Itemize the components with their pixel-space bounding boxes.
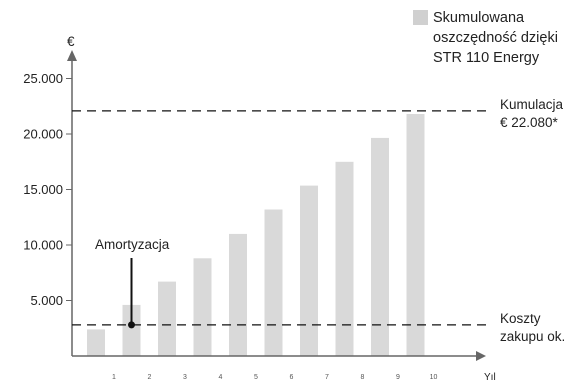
reference-label-cumulative: Kumulacja € 22.080* <box>500 97 566 130</box>
legend-label-line-2: oszczędność dzięki <box>433 30 558 46</box>
x-tick-label-9: 9 <box>396 374 400 380</box>
y-axis-label: € <box>67 34 75 49</box>
reference-label-cumulative-line-1: Kumulacja <box>500 97 564 112</box>
bar-10 <box>406 114 425 356</box>
x-axis-label: Yıl <box>484 372 496 380</box>
payback-annotation-label: Amortyzacja <box>95 237 170 252</box>
legend-label-line-3: STR 110 Energy <box>433 50 540 66</box>
legend-swatch <box>413 10 428 25</box>
bar-3 <box>158 281 176 356</box>
payback-annotation-dot <box>128 321 135 329</box>
y-axis-arrow <box>67 50 77 61</box>
bars <box>87 114 425 357</box>
y-tick-label: 5.000 <box>30 293 63 308</box>
reference-label-purchase-cost-line-1: Koszty <box>500 311 541 326</box>
x-tick-label-7: 7 <box>325 374 329 380</box>
x-tick-label-6: 6 <box>290 374 294 380</box>
bar-7 <box>300 185 318 356</box>
x-tick-label-4: 4 <box>219 374 223 380</box>
x-tick-label-5: 5 <box>254 374 258 380</box>
x-axis-arrow <box>476 351 486 361</box>
legend-label: Skumulowana oszczędność dzięki STR 110 E… <box>433 10 562 66</box>
bar-2 <box>122 304 141 356</box>
reference-label-purchase-cost-line-2: zakupu ok. <box>500 329 565 344</box>
bar-8 <box>335 161 354 357</box>
legend-label-line-1: Skumulowana <box>433 10 525 26</box>
y-tick-labels: 5.000 10.000 15.000 20.000 25.000 <box>23 71 72 308</box>
y-tick-label: 25.000 <box>23 71 63 86</box>
x-tick-label-8: 8 <box>361 374 365 380</box>
y-tick-label: 20.000 <box>23 127 63 142</box>
reference-label-purchase-cost: Koszty zakupu ok. <box>500 311 565 344</box>
bar-5 <box>229 233 247 356</box>
x-tick-label-10: 10 <box>430 374 438 380</box>
y-tick-label: 15.000 <box>23 182 63 197</box>
bar-1 <box>87 329 105 356</box>
x-tick-labels: 1 2 3 4 5 6 7 8 9 10 <box>112 374 437 380</box>
reference-label-cumulative-line-2: € 22.080* <box>500 115 559 130</box>
x-tick-label-3: 3 <box>183 374 187 380</box>
x-tick-label-1: 1 <box>112 374 116 380</box>
y-tick-label: 10.000 <box>23 238 63 253</box>
bar-4 <box>193 258 212 356</box>
x-tick-label-2: 2 <box>148 374 152 380</box>
bar-6 <box>264 209 283 356</box>
bar-9 <box>371 137 389 356</box>
